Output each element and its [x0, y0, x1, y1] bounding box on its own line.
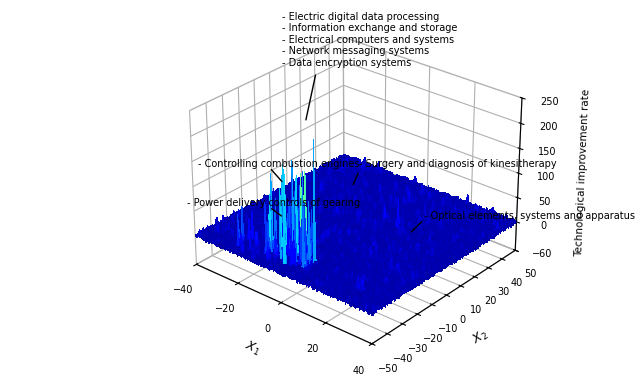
Text: - Power delivery controls of gearing: - Power delivery controls of gearing: [187, 198, 360, 208]
Text: - Electric digital data processing
- Information exchange and storage
- Electric: - Electric digital data processing - Inf…: [282, 12, 457, 68]
Text: - Controlling combustion engines: - Controlling combustion engines: [198, 159, 359, 169]
X-axis label: $\mathit{X}_1$: $\mathit{X}_1$: [242, 339, 262, 359]
Text: - Surgery and diagnosis of kinesitherapy: - Surgery and diagnosis of kinesitherapy: [359, 159, 557, 169]
Text: - Optical elements, systems and apparatus: - Optical elements, systems and apparatu…: [424, 211, 635, 221]
Y-axis label: $\mathit{X}_2$: $\mathit{X}_2$: [470, 327, 491, 349]
